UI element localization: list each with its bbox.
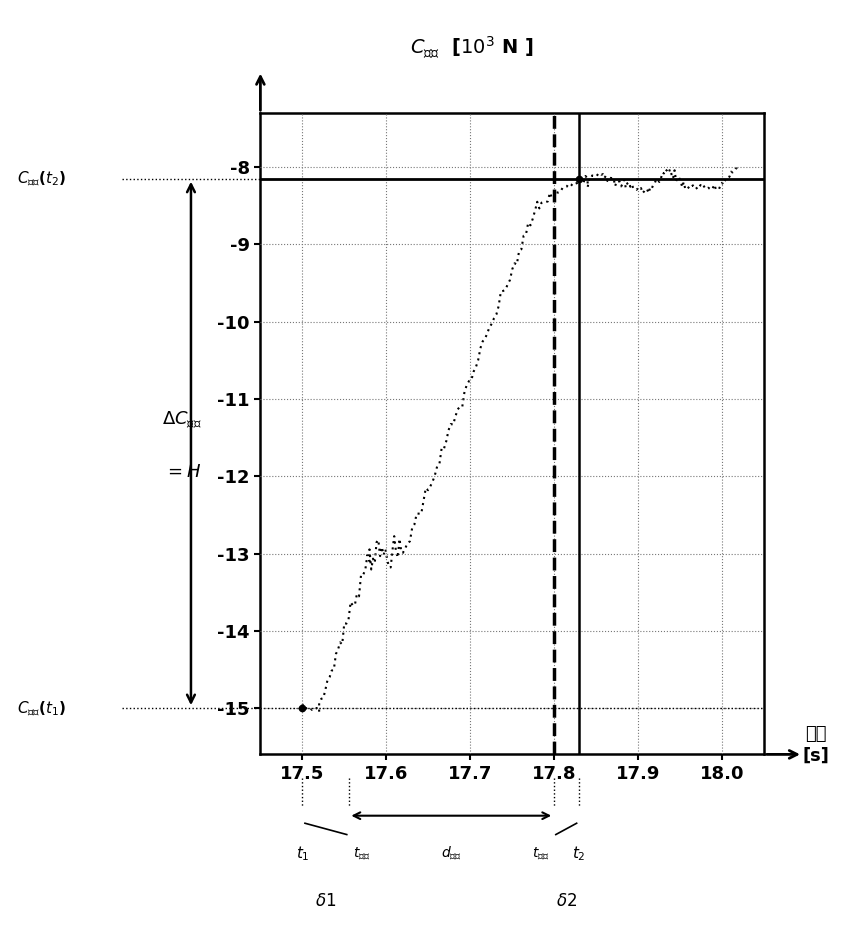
- Text: $\Delta C_{\mathrm{致动}}$: $\Delta C_{\mathrm{致动}}$: [162, 409, 202, 430]
- Text: $t_{开始}$: $t_{开始}$: [353, 845, 370, 862]
- Text: $C_{\mathrm{致动}}$  [$10^3$ N ]: $C_{\mathrm{致动}}$ [$10^3$ N ]: [410, 35, 534, 61]
- Text: $t_{结束}$: $t_{结束}$: [532, 845, 549, 862]
- Text: $C_{\mathrm{致动}}$($t_1$): $C_{\mathrm{致动}}$($t_1$): [17, 699, 67, 718]
- Text: $t_1$: $t_1$: [295, 844, 309, 863]
- Text: $\delta 1$: $\delta 1$: [315, 891, 336, 910]
- Text: $\delta 2$: $\delta 2$: [556, 891, 577, 910]
- Text: $C_{\mathrm{致动}}$($t_2$): $C_{\mathrm{致动}}$($t_2$): [17, 170, 67, 189]
- Text: $= H$: $= H$: [164, 463, 201, 481]
- Text: 时间
[s]: 时间 [s]: [803, 725, 829, 765]
- Text: $d_{峰值}$: $d_{峰值}$: [441, 845, 462, 862]
- Text: $t_2$: $t_2$: [572, 844, 586, 863]
